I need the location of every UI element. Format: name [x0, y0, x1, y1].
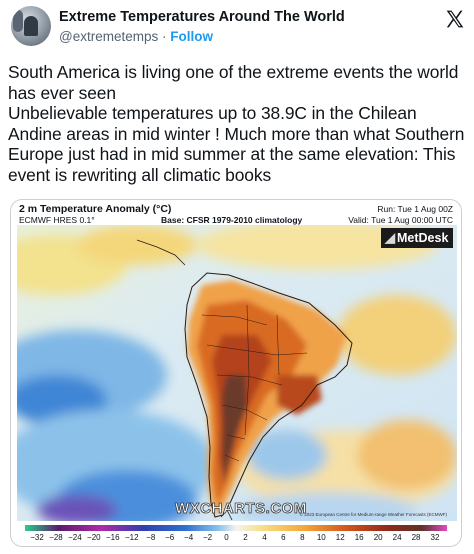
scale-tick-label: 8 — [300, 533, 305, 542]
scale-tick-label: 0 — [224, 533, 229, 542]
scale-tick-label: 4 — [262, 533, 267, 542]
display-name[interactable]: Extreme Temperatures Around The World — [59, 9, 345, 25]
avatar-tree-shape — [13, 10, 23, 32]
map-run-time: Run: Tue 1 Aug 00Z — [377, 204, 453, 214]
scale-tick-label: 32 — [430, 533, 440, 542]
metdesk-logo-icon: ◢ — [385, 230, 395, 245]
scale-tick-label: −6 — [165, 533, 175, 542]
separator-dot: · — [162, 29, 167, 44]
scale-tick-label: −12 — [124, 533, 139, 542]
avatar-figure-shape — [24, 16, 38, 36]
scale-tick-label: −4 — [184, 533, 194, 542]
scale-tick-label: −8 — [146, 533, 156, 542]
anomaly-map-graphic — [17, 225, 457, 521]
scale-tick-label: 10 — [316, 533, 326, 542]
x-logo-icon[interactable] — [445, 9, 465, 29]
tweet-text: South America is living one of the extre… — [8, 62, 465, 185]
follow-button[interactable]: Follow — [170, 29, 214, 44]
scale-tick-label: −16 — [106, 533, 120, 542]
map-copyright: © 2023 European Centre for Medium-range … — [299, 512, 447, 517]
scale-tick-label: 12 — [335, 533, 345, 542]
scale-tick-label: 6 — [281, 533, 286, 542]
map-valid-time: Valid: Tue 1 Aug 00:00 UTC — [348, 215, 453, 225]
map-base-climatology: Base: CFSR 1979-2010 climatology — [161, 215, 303, 225]
scale-tick-label: 20 — [373, 533, 383, 542]
scale-tick-label: 24 — [392, 533, 402, 542]
scale-tick-label: −24 — [68, 533, 82, 542]
scale-tick-label: 16 — [354, 533, 364, 542]
color-scale: −32 −28 −24 −20 −16 −12 −8 −6 −4 −2 0 2 4 6 8 10 12 16 20 2… — [25, 525, 447, 545]
scale-tick-label: −32 — [30, 533, 44, 542]
scale-tick-label: 28 — [411, 533, 421, 542]
tweet-header: Extreme Temperatures Around The World @e… — [0, 0, 474, 56]
map-title: 2 m Temperature Anomaly (°C) — [19, 203, 172, 215]
scale-tick-label: 2 — [243, 533, 248, 542]
scale-tick-label: −20 — [87, 533, 101, 542]
scale-tick-label: −28 — [49, 533, 63, 542]
metdesk-label: MetDesk — [397, 231, 449, 245]
temperature-anomaly-map: ◢ MetDesk WXCHARTS.COM © 2023 European C… — [17, 225, 457, 521]
handle-row: @extremetemps · Follow — [59, 29, 213, 44]
scale-tick-label: −2 — [203, 533, 213, 542]
wxcharts-watermark: WXCHARTS.COM — [175, 500, 307, 518]
weather-map-card[interactable]: 2 m Temperature Anomaly (°C) ECMWF HRES … — [10, 199, 462, 547]
profile-avatar[interactable] — [11, 6, 51, 46]
color-scale-bar — [25, 525, 447, 531]
map-model: ECMWF HRES 0.1° — [19, 215, 95, 225]
metdesk-badge: ◢ MetDesk — [381, 228, 453, 248]
account-handle[interactable]: @extremetemps — [59, 29, 159, 44]
